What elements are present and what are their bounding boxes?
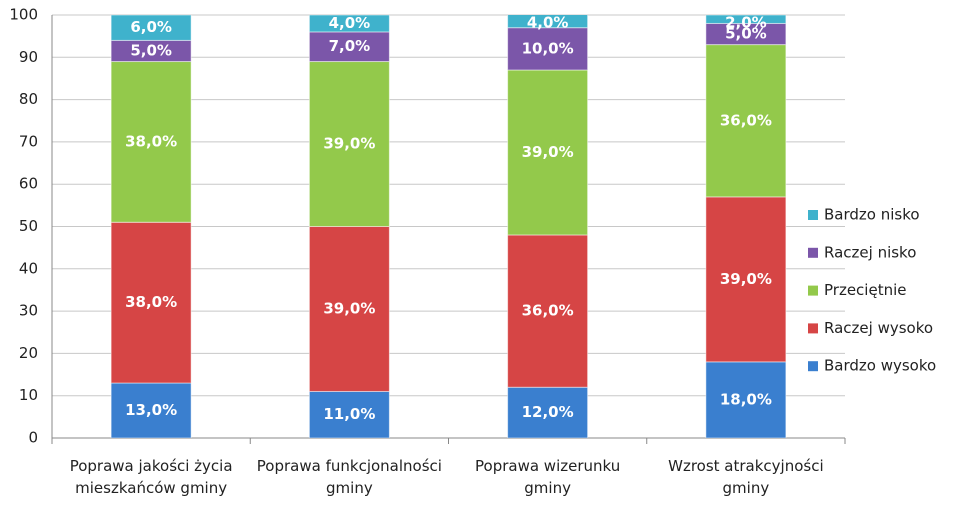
bar-segment <box>705 44 787 198</box>
value-label: 18,0% <box>720 390 772 408</box>
value-label: 39,0% <box>323 135 375 153</box>
bar-segment <box>110 221 192 384</box>
legend-label: Bardzo wysoko <box>824 357 936 375</box>
value-label: 5,0% <box>725 25 767 43</box>
y-tick-label: 50 <box>19 217 38 235</box>
x-tick-label: Poprawa wizerunku gminy <box>475 457 621 497</box>
value-label: 39,0% <box>720 270 772 288</box>
value-label: 38,0% <box>125 293 177 311</box>
x-tick-label: Wzrost atrakcyjności gminy <box>668 457 824 497</box>
bar-segment <box>308 15 390 33</box>
legend-swatch <box>808 361 818 372</box>
bar-segment <box>705 361 787 438</box>
value-label: 4,0% <box>527 14 569 32</box>
y-tick-label: 20 <box>19 344 38 362</box>
value-label: 12,0% <box>522 403 574 421</box>
legend-label: Raczej nisko <box>824 243 916 261</box>
bar-segment <box>705 15 787 24</box>
value-label: 36,0% <box>720 111 772 129</box>
y-tick-label: 0 <box>28 429 38 447</box>
value-label: 2,0% <box>725 14 767 32</box>
value-label: 4,0% <box>329 14 371 32</box>
x-tick-label: Poprawa jakości życia mieszkańców gminy <box>69 457 233 497</box>
bar-segment <box>705 196 787 363</box>
bar-segment <box>308 390 390 438</box>
value-label: 11,0% <box>323 405 375 423</box>
y-tick-label: 80 <box>19 90 38 108</box>
y-tick-label: 100 <box>9 6 38 24</box>
legend-swatch <box>808 247 818 258</box>
value-label: 38,0% <box>125 132 177 150</box>
bar-segment <box>507 27 589 71</box>
value-label: 7,0% <box>329 37 371 55</box>
bar-segment <box>507 15 589 29</box>
bar-segment <box>507 69 589 236</box>
y-tick-label: 30 <box>19 302 38 320</box>
value-label: 39,0% <box>323 299 375 317</box>
y-tick-label: 10 <box>19 386 38 404</box>
y-tick-label: 40 <box>19 259 38 277</box>
value-label: 36,0% <box>522 302 574 320</box>
value-label: 10,0% <box>522 39 574 57</box>
value-label: 6,0% <box>130 18 172 36</box>
legend-label: Przeciętnie <box>824 281 906 299</box>
legend-label: Raczej wysoko <box>824 319 933 337</box>
x-tick-label: Poprawa funkcjonalności gminy <box>256 457 442 497</box>
y-tick-label: 90 <box>19 48 38 66</box>
bars <box>110 15 787 438</box>
value-label: 13,0% <box>125 401 177 419</box>
value-label: 39,0% <box>522 143 574 161</box>
bar-segment <box>507 386 589 438</box>
bar-segment <box>308 226 390 392</box>
legend-label: Bardzo nisko <box>824 206 920 224</box>
legend-swatch <box>808 323 818 334</box>
legend-swatch <box>808 285 818 296</box>
value-label: 5,0% <box>130 41 172 59</box>
bar-segment <box>110 61 192 223</box>
y-tick-label: 70 <box>19 132 38 150</box>
bar-segment <box>308 61 390 227</box>
bar-segment <box>110 15 192 41</box>
labels: 13,0% 38,0% 38,0% 5,0% 6,0% 11,0% 39,0% 39,0% 7,… <box>125 14 936 424</box>
legend-swatch <box>808 210 818 220</box>
bar-segment <box>507 234 589 388</box>
y-tick-label: 60 <box>19 175 38 193</box>
